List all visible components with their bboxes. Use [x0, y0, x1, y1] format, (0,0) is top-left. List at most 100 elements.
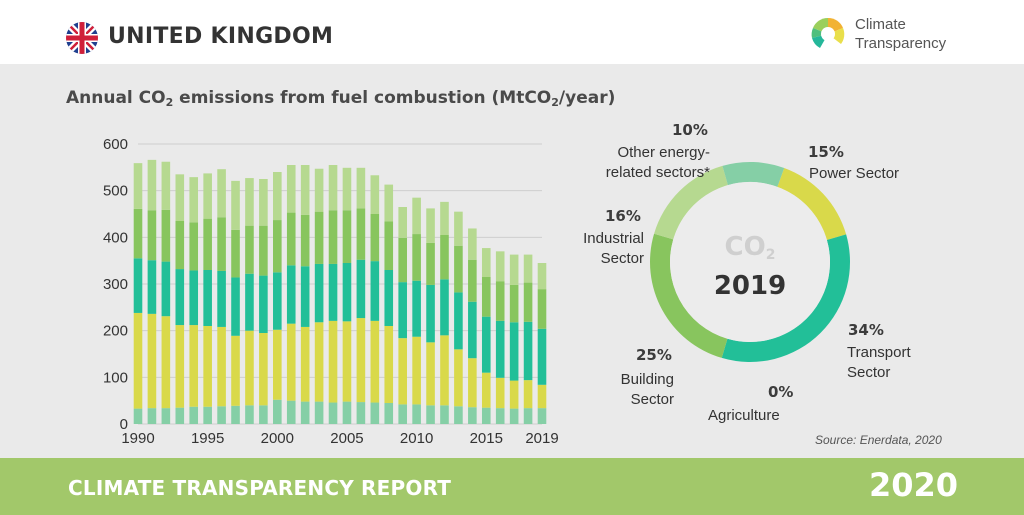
bar-segment-industry [440, 201, 449, 235]
bar-segment-industry [300, 165, 310, 215]
bar-segment-transport [398, 282, 407, 339]
bar-segment-industry [147, 159, 157, 211]
label-power: Power Sector [809, 165, 900, 182]
bar-segment-transport [481, 316, 491, 373]
bar-segment-other [370, 402, 380, 424]
y-tick-label: 600 [103, 136, 128, 153]
bar-segment-other [189, 406, 199, 424]
y-tick-label: 200 [103, 323, 128, 340]
pct-building: 25% [636, 346, 672, 364]
bar-segment-power [370, 320, 380, 403]
bar-segment-power [454, 349, 463, 407]
donut-slice-other [722, 162, 785, 187]
bar-segment-other [231, 405, 240, 424]
bar-segment-building [161, 209, 171, 262]
bar-segment-building [468, 259, 477, 302]
bar-segment-power [245, 330, 254, 406]
bar-segment-other [147, 408, 157, 424]
x-tick-label: 2015 [470, 430, 503, 447]
bar-segment-industry [412, 197, 421, 235]
bar-segment-other [259, 405, 268, 424]
bar-segment-industry [537, 263, 547, 290]
bar-segment-building [454, 245, 463, 293]
bar-segment-power [398, 338, 407, 405]
bar-segment-industry [342, 167, 352, 211]
y-tick-label: 400 [103, 229, 128, 246]
bar-segment-building [481, 277, 491, 317]
label-transport: Transport Sector [847, 344, 911, 381]
bar-segment-other [523, 408, 533, 424]
bar-segment-building [328, 210, 338, 264]
footer-bar [0, 458, 1024, 515]
y-tick-label: 300 [103, 276, 128, 293]
bar-segment-transport [286, 265, 296, 324]
bar-segment-industry [481, 248, 491, 277]
bar-segment-transport [412, 280, 421, 337]
donut-slice-transport [721, 234, 851, 363]
bar-segment-transport [468, 301, 477, 359]
uk-flag-icon [66, 22, 98, 54]
bar-segment-building [273, 220, 282, 273]
bar-segment-other [356, 402, 366, 424]
bar-segment-industry [286, 165, 296, 213]
bar-segment-building [537, 289, 547, 329]
bar-segment-building [523, 282, 533, 322]
bar-segment-other [509, 408, 519, 424]
bar-segment-industry [384, 184, 394, 222]
bar-segment-transport [245, 273, 254, 331]
pct-industry: 16% [605, 207, 641, 225]
bar-segment-industry [259, 179, 268, 226]
bar-segment-building [370, 214, 380, 262]
bar-segment-industry [398, 207, 407, 238]
bar-segment-power [481, 372, 491, 408]
bar-segment-other [217, 406, 226, 424]
bar-segment-building [412, 234, 421, 281]
x-tick-label: 2005 [330, 430, 363, 447]
bar-segment-transport [509, 322, 519, 381]
bar-segment-transport [426, 284, 435, 343]
bar-segment-power [133, 312, 143, 409]
bar-segment-power [286, 323, 296, 401]
bar-segment-power [203, 326, 212, 407]
bar-segment-industry [217, 169, 226, 218]
bar-segment-building [509, 284, 519, 323]
bar-segment-industry [468, 228, 477, 260]
bar-segment-transport [259, 275, 268, 333]
pct-power: 15% [808, 143, 844, 161]
bar-segment-other [286, 400, 296, 424]
bar-segment-other [468, 407, 477, 424]
bar-segment-industry [175, 174, 185, 221]
bar-segment-other [495, 408, 505, 424]
bar-segment-transport [231, 277, 240, 336]
bar-segment-transport [161, 261, 171, 317]
bar-segment-industry [328, 165, 338, 211]
bar-segment-industry [273, 172, 282, 221]
bar-segment-building [147, 210, 157, 261]
x-tick-label: 2000 [261, 430, 294, 447]
footer-report-title: CLIMATE TRANSPARENCY REPORT [68, 476, 452, 500]
bar-segment-transport [203, 270, 212, 326]
bar-segment-transport [384, 270, 394, 326]
label-other: Other energy-related sectors* [605, 144, 710, 181]
bar-segment-building [426, 242, 435, 285]
bar-segment-building [398, 237, 407, 283]
bar-segment-industry [454, 211, 463, 246]
bar-segment-building [314, 211, 324, 264]
bar-segment-building [189, 222, 199, 271]
bar-segment-building [440, 235, 449, 280]
y-tick-label: 100 [103, 369, 128, 386]
bar-segment-transport [342, 263, 352, 322]
label-agriculture: Agriculture [708, 407, 780, 424]
bar-segment-power [412, 336, 421, 405]
bar-segment-power [189, 325, 199, 407]
bar-segment-power [384, 326, 394, 403]
bar-segment-power [509, 380, 519, 409]
bar-segment-industry [314, 168, 324, 212]
x-tick-label: 1995 [191, 430, 224, 447]
bar-segment-building [300, 214, 310, 267]
logo-line-1: Climate [855, 16, 906, 33]
bar-segment-other [161, 408, 171, 424]
bar-segment-power [342, 321, 352, 402]
bar-segment-other [328, 402, 338, 424]
